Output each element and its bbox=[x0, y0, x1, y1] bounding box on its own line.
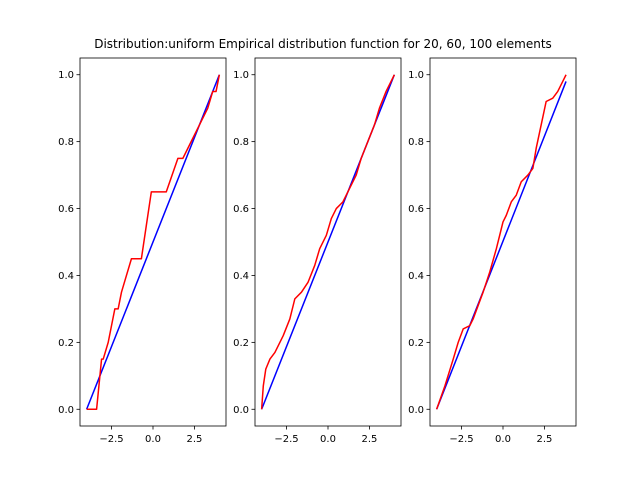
y-tick-label-1-1: 0.2 bbox=[58, 338, 74, 349]
subplot-2: −2.5 0.0 2.5 0.0 0.2 0.4 0.6 0.8 1.0 bbox=[233, 57, 402, 445]
y-tick-label-3-3: 0.6 bbox=[408, 204, 424, 215]
x-tick-label-2-1: 0.0 bbox=[320, 434, 336, 445]
x-tick-label-3-0: −2.5 bbox=[449, 434, 473, 445]
cdf-line-3 bbox=[435, 81, 567, 410]
y-tick-label-2-2: 0.4 bbox=[233, 271, 249, 282]
x-tick-label-3-1: 0.0 bbox=[495, 434, 511, 445]
y-tick-label-2-1: 0.2 bbox=[233, 338, 249, 349]
y-tick-label-1-3: 0.6 bbox=[58, 204, 74, 215]
y-tick-label-2-0: 0.0 bbox=[233, 405, 249, 416]
y-tick-label-2-5: 1.0 bbox=[233, 70, 249, 81]
y-tick-label-1-0: 0.0 bbox=[58, 405, 74, 416]
x-tick-label-1-1: 0.0 bbox=[145, 434, 161, 445]
y-tick-label-1-2: 0.4 bbox=[58, 271, 74, 282]
subplot-1: −2.5 0.0 2.5 0.0 0.2 0.4 0.6 0.8 1.0 bbox=[58, 57, 227, 445]
x-tick-label-1-2: 2.5 bbox=[187, 434, 203, 445]
ecdf-line-1 bbox=[86, 74, 221, 411]
subplot-3: −2.5 0.0 2.5 0.0 0.2 0.4 0.6 0.8 1.0 bbox=[408, 57, 577, 445]
ecdf-line-2 bbox=[260, 74, 396, 410]
y-tick-label-3-0: 0.0 bbox=[408, 405, 424, 416]
chart-title: Distribution:uniform Empirical distribut… bbox=[94, 37, 552, 51]
x-tick-label-1-0: −2.5 bbox=[99, 434, 123, 445]
y-tick-label-3-2: 0.4 bbox=[408, 271, 424, 282]
x-tick-label-2-0: −2.5 bbox=[274, 434, 298, 445]
y-tick-label-1-5: 1.0 bbox=[58, 70, 74, 81]
y-tick-label-3-1: 0.2 bbox=[408, 338, 424, 349]
y-tick-label-3-5: 1.0 bbox=[408, 70, 424, 81]
ecdf-line-3 bbox=[435, 74, 567, 410]
y-tick-label-2-4: 0.8 bbox=[233, 137, 249, 148]
y-tick-label-3-4: 0.8 bbox=[408, 137, 424, 148]
x-tick-label-3-2: 2.5 bbox=[537, 434, 553, 445]
y-tick-label-2-3: 0.6 bbox=[233, 204, 249, 215]
y-tick-label-1-4: 0.8 bbox=[58, 137, 74, 148]
x-tick-label-2-2: 2.5 bbox=[362, 434, 378, 445]
